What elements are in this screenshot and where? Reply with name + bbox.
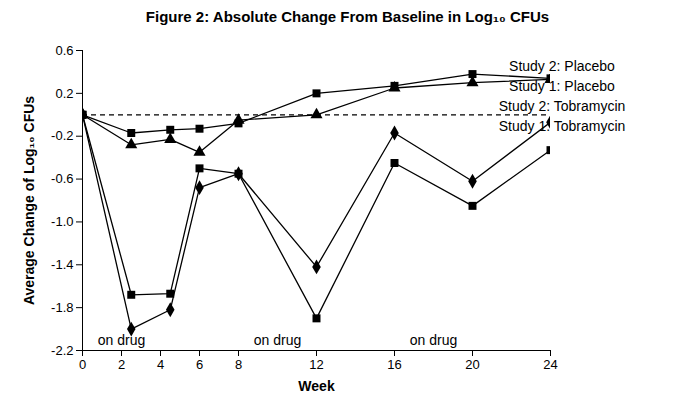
svg-text:on drug: on drug <box>98 332 145 348</box>
svg-text:-0.2: -0.2 <box>51 128 73 143</box>
svg-text:Study 1: Placebo: Study 1: Placebo <box>509 78 615 94</box>
svg-text:-0.6: -0.6 <box>51 171 73 186</box>
svg-text:Study 2: Tobramycin: Study 2: Tobramycin <box>499 98 626 114</box>
svg-text:16: 16 <box>387 357 401 372</box>
svg-text:Week: Week <box>298 378 335 394</box>
svg-text:20: 20 <box>465 357 479 372</box>
svg-text:on drug: on drug <box>410 332 457 348</box>
svg-text:-1.8: -1.8 <box>51 300 73 315</box>
svg-text:-1.4: -1.4 <box>51 257 73 272</box>
svg-text:24: 24 <box>543 357 557 372</box>
svg-text:0.6: 0.6 <box>55 43 73 58</box>
svg-text:0: 0 <box>79 357 86 372</box>
svg-text:on drug: on drug <box>254 332 301 348</box>
svg-text:12: 12 <box>309 357 323 372</box>
svg-text:6: 6 <box>196 357 203 372</box>
svg-text:-1.0: -1.0 <box>51 214 73 229</box>
svg-text:Average Change of Log₁₀ CFUs: Average Change of Log₁₀ CFUs <box>21 96 37 305</box>
svg-text:Study 2: Placebo: Study 2: Placebo <box>509 58 615 74</box>
svg-text:8: 8 <box>235 357 242 372</box>
svg-text:Study 1: Tobramycin: Study 1: Tobramycin <box>499 118 626 134</box>
html-text:Figure 2: Absolute Change From: Figure 2: Absolute Change From Baseline … <box>145 8 550 25</box>
svg-text:2: 2 <box>118 357 125 372</box>
svg-text:4: 4 <box>157 357 164 372</box>
svg-text:0.2: 0.2 <box>55 86 73 101</box>
svg-text:-2.2: -2.2 <box>51 343 73 358</box>
